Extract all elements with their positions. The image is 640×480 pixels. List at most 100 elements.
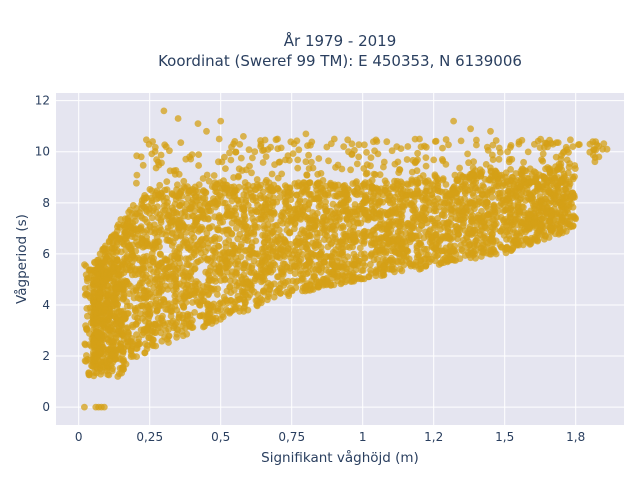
- data-point: [438, 156, 446, 163]
- data-point: [432, 245, 440, 252]
- data-point: [498, 243, 506, 251]
- data-point: [464, 243, 471, 251]
- data-point: [87, 266, 94, 274]
- data-point: [136, 310, 144, 318]
- data-point: [141, 216, 149, 223]
- data-point: [178, 264, 186, 272]
- data-point: [133, 179, 140, 187]
- data-point: [500, 231, 508, 239]
- data-point: [174, 181, 181, 189]
- data-point: [119, 295, 127, 303]
- data-point: [359, 260, 367, 267]
- data-point: [172, 290, 180, 298]
- data-point: [380, 163, 387, 171]
- data-point: [221, 276, 229, 284]
- data-point: [122, 235, 130, 243]
- data-point: [336, 213, 344, 221]
- data-point: [383, 138, 391, 146]
- data-point: [352, 255, 360, 263]
- data-point: [537, 221, 545, 229]
- data-point: [152, 228, 160, 235]
- data-point: [153, 275, 161, 283]
- data-point: [267, 261, 275, 269]
- data-point: [182, 229, 190, 236]
- data-point: [161, 321, 169, 329]
- data-point: [317, 185, 325, 192]
- data-point: [459, 222, 467, 230]
- data-point: [467, 183, 475, 191]
- data-point: [368, 176, 376, 184]
- data-point: [120, 316, 127, 324]
- data-point: [286, 229, 294, 237]
- data-point: [313, 217, 320, 225]
- data-point: [241, 183, 249, 191]
- data-point: [287, 138, 295, 146]
- data-point: [515, 201, 522, 209]
- outlier-point: [174, 115, 182, 122]
- data-point: [180, 304, 188, 311]
- outlier-point: [154, 158, 162, 166]
- data-point: [199, 311, 207, 319]
- data-point: [475, 198, 483, 206]
- data-point: [289, 277, 297, 285]
- data-point: [308, 138, 316, 146]
- data-point: [170, 278, 178, 285]
- data-point: [119, 366, 127, 373]
- data-point: [394, 181, 402, 189]
- x-tick-label: 0: [75, 430, 83, 444]
- data-point: [155, 303, 163, 311]
- data-point: [478, 168, 486, 176]
- data-point: [105, 315, 113, 323]
- data-point: [303, 245, 311, 253]
- data-point: [275, 187, 283, 195]
- data-point: [267, 215, 275, 223]
- data-point: [180, 222, 187, 230]
- data-point: [329, 274, 337, 282]
- data-point: [252, 197, 260, 205]
- data-point: [287, 196, 295, 204]
- data-point: [123, 325, 130, 332]
- data-point: [114, 264, 122, 272]
- data-point: [506, 221, 514, 229]
- data-point: [458, 246, 465, 253]
- data-point: [219, 218, 227, 226]
- data-point: [450, 248, 458, 255]
- data-point: [524, 210, 532, 218]
- data-point: [276, 235, 284, 243]
- data-point: [94, 271, 101, 279]
- x-tick-label: 1,8: [566, 430, 585, 444]
- data-point: [315, 253, 323, 261]
- data-point: [333, 186, 341, 193]
- data-point: [262, 178, 270, 186]
- data-point: [388, 254, 395, 262]
- data-point: [189, 299, 196, 306]
- data-point: [157, 329, 165, 337]
- data-point: [87, 271, 95, 279]
- data-point: [313, 261, 321, 269]
- data-point: [139, 161, 147, 169]
- data-point: [361, 141, 368, 149]
- data-point: [388, 238, 395, 246]
- data-point: [536, 144, 544, 152]
- data-point: [140, 286, 148, 294]
- data-point: [225, 227, 232, 234]
- data-point: [379, 241, 387, 249]
- data-point: [190, 234, 198, 242]
- data-point: [98, 368, 105, 375]
- data-point: [349, 227, 357, 235]
- data-point: [306, 179, 314, 187]
- data-point: [279, 242, 287, 250]
- data-point: [531, 222, 539, 230]
- data-point: [242, 236, 249, 244]
- y-tick-label: 6: [42, 247, 50, 261]
- data-point: [280, 266, 288, 274]
- data-point: [240, 191, 248, 199]
- x-tick-label: 0,75: [278, 430, 305, 444]
- outlier-point: [149, 138, 157, 145]
- data-point: [404, 219, 412, 227]
- data-point: [228, 241, 236, 249]
- data-point: [259, 188, 267, 196]
- data-point: [294, 156, 302, 164]
- data-point: [343, 243, 351, 251]
